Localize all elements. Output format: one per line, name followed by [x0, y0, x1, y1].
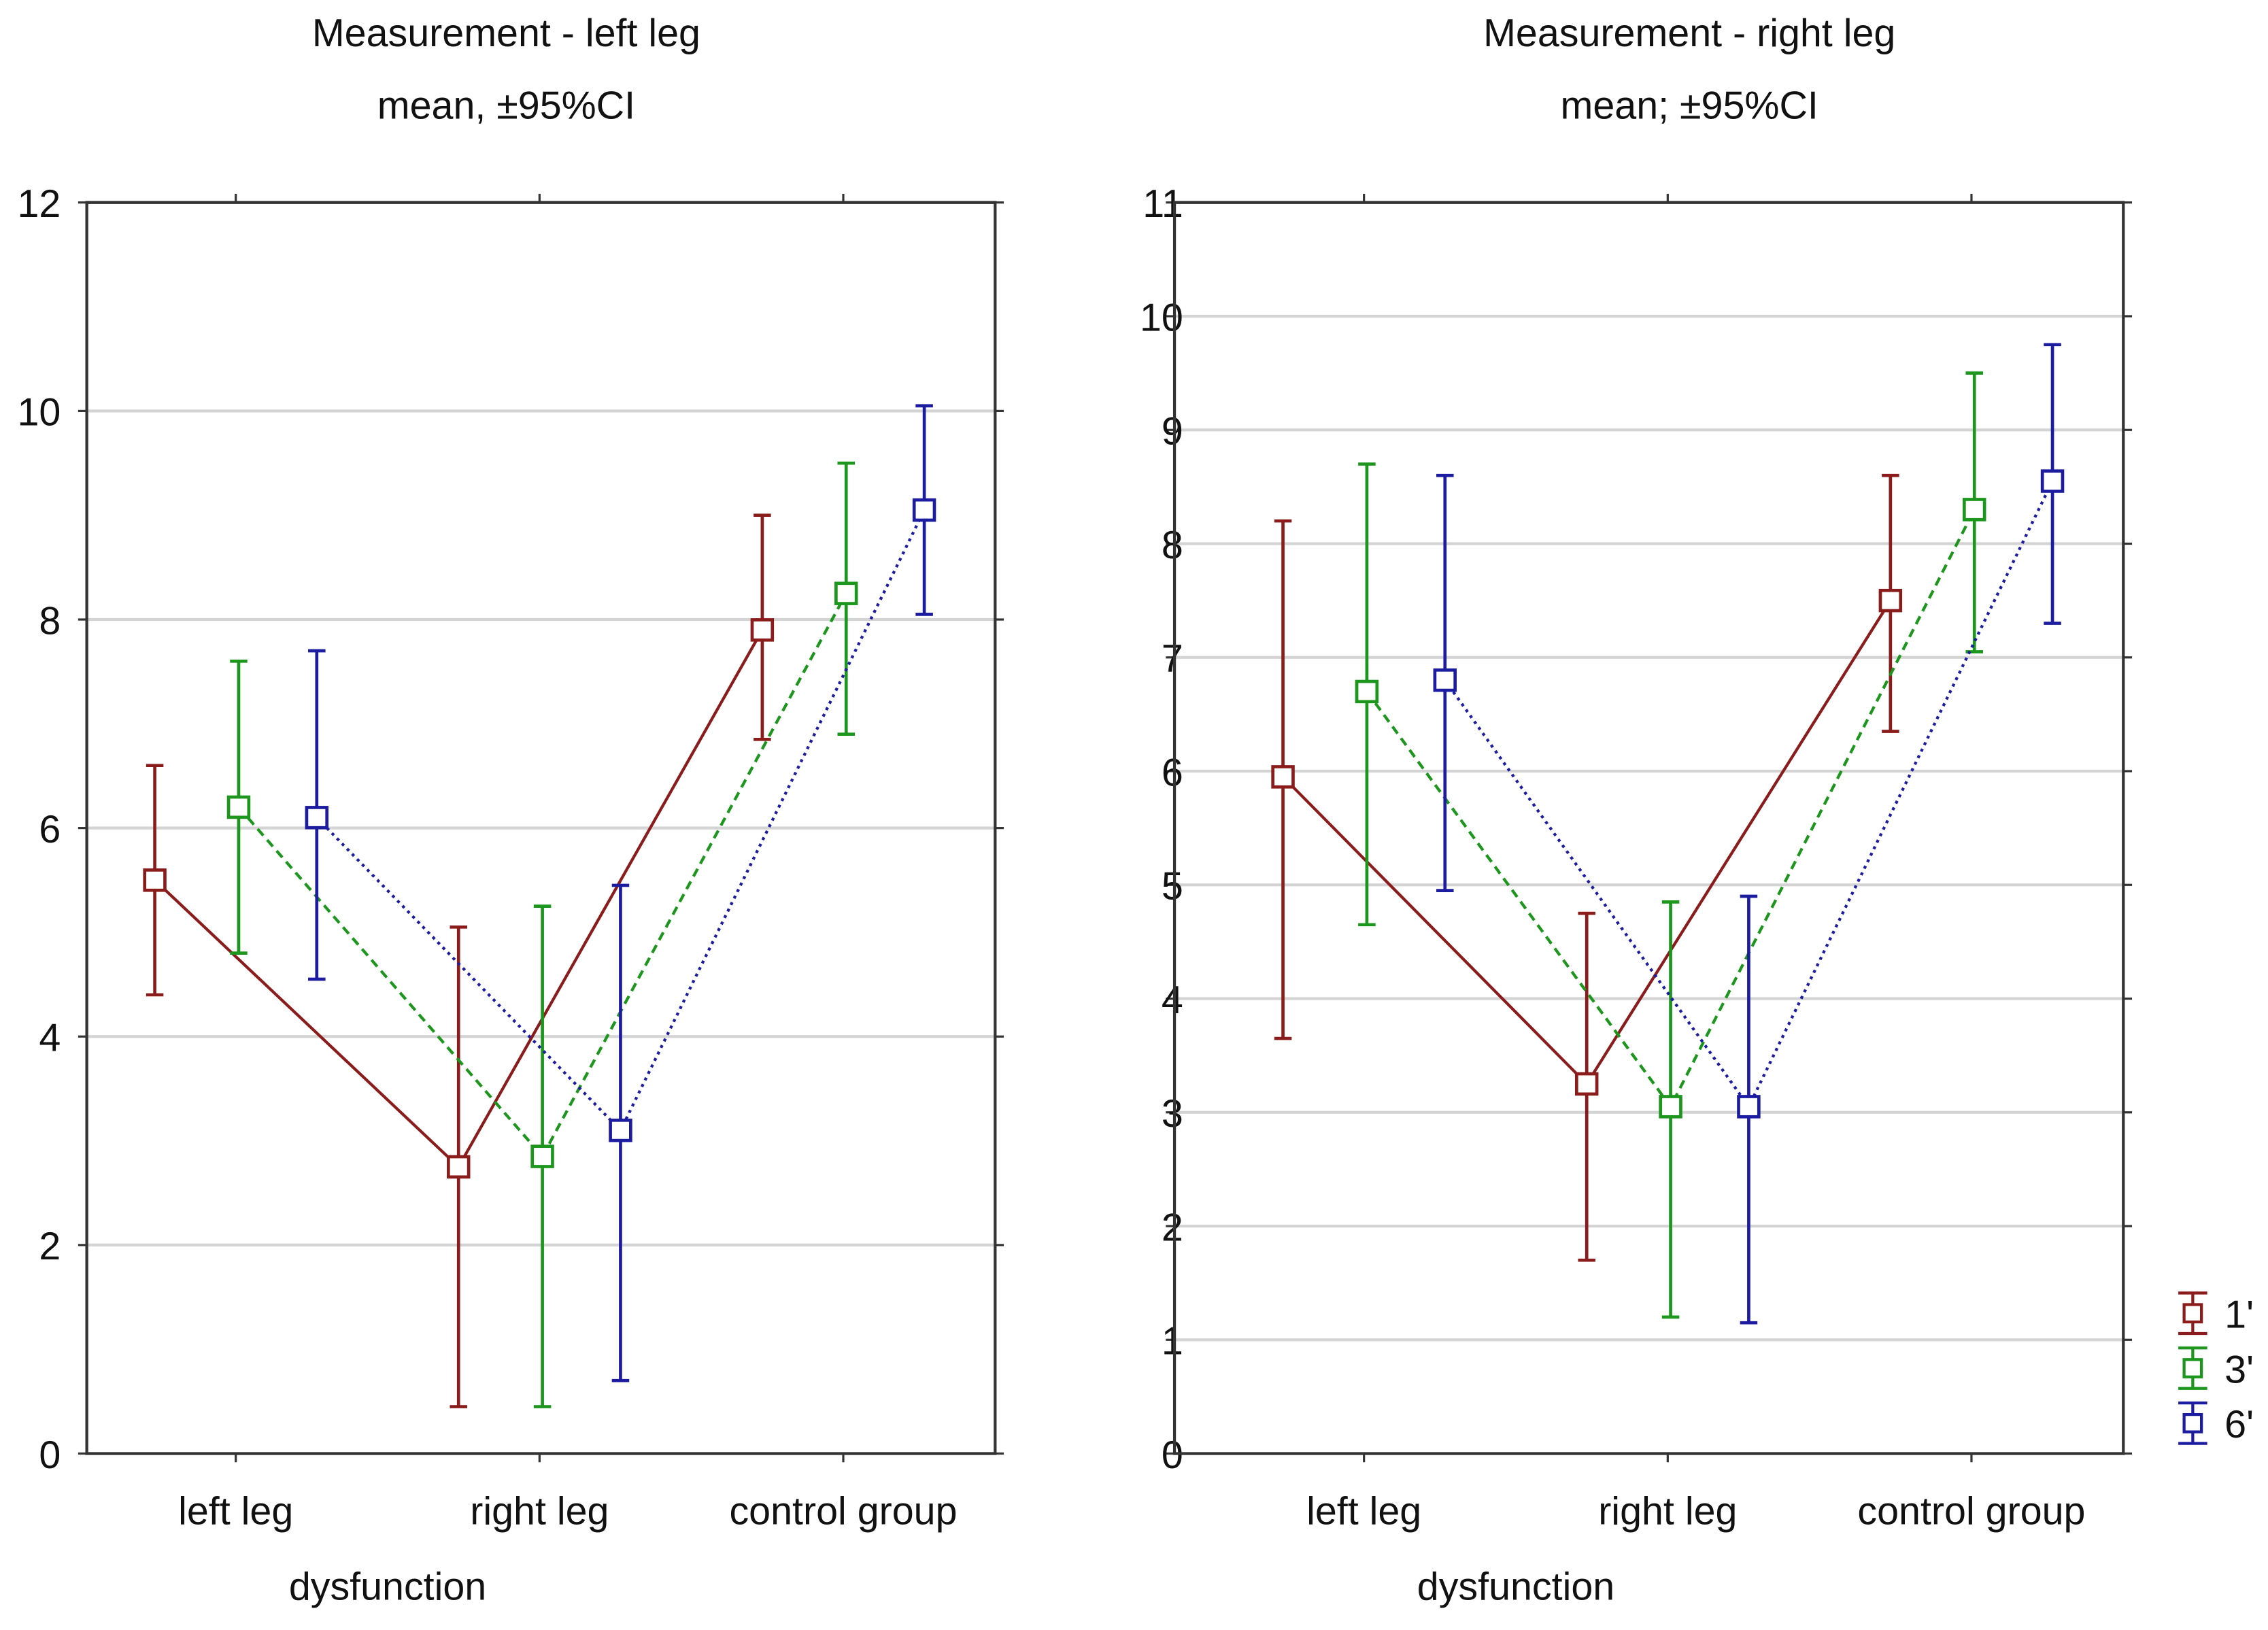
y-tick-label: 9: [1162, 410, 1183, 454]
series-2: [1433, 343, 2065, 1325]
data-point: [750, 618, 775, 642]
legend-label: 3': [2224, 1348, 2254, 1391]
plot-frame: [1172, 201, 2125, 1455]
y-tick-label: 8: [1162, 524, 1183, 567]
y-tick-label: 1: [1162, 1320, 1183, 1363]
legend-marker: [2182, 1303, 2203, 1324]
data-point: [2040, 469, 2065, 493]
y-tick-label: 4: [1162, 979, 1183, 1022]
y-tick-label: 5: [1162, 865, 1183, 909]
data-point: [1659, 1095, 1682, 1119]
data-point: [1574, 1072, 1599, 1096]
data-point: [1355, 679, 1379, 704]
y-tick-label: 2: [39, 1225, 61, 1268]
series-0: [1271, 473, 1903, 1262]
chart-panel-0: Measurement - left leg mean, ±95%CI 0 2 4 6 8 1…: [17, 12, 1004, 1608]
x-tick-label: right leg: [470, 1490, 609, 1533]
series-0: [143, 513, 775, 1408]
data-point: [912, 498, 936, 522]
y-tick-label: 0: [39, 1433, 61, 1477]
data-point: [447, 1155, 471, 1179]
x-tick-label: left leg: [178, 1490, 293, 1533]
plot-frame: [85, 201, 997, 1455]
y-tick-label: 8: [39, 599, 61, 643]
data-point: [1271, 765, 1295, 789]
chart-title: Measurement - left leg: [312, 12, 700, 55]
data-point: [530, 1144, 554, 1168]
x-axis-label: dysfunction: [1417, 1565, 1614, 1608]
series-line: [1444, 480, 2054, 1110]
x-tick-label: control group: [729, 1490, 957, 1533]
chart-subtitle: mean, ±95%CI: [377, 84, 635, 127]
series-1: [226, 461, 858, 1408]
data-point: [1433, 668, 1457, 692]
y-tick-label: 6: [1162, 751, 1183, 794]
data-point: [834, 581, 858, 605]
y-tick-label: 2: [1162, 1206, 1183, 1249]
series-2: [305, 404, 936, 1382]
y-tick-label: 11: [1143, 182, 1183, 226]
legend: 1' 3' 6': [2178, 1291, 2254, 1446]
legend-marker: [2182, 1412, 2203, 1433]
y-tick-label: 4: [39, 1017, 61, 1060]
x-tick-label: control group: [1857, 1490, 2085, 1533]
data-point: [305, 806, 329, 830]
legend-label: 1': [2224, 1293, 2254, 1336]
series-1: [1355, 371, 1986, 1319]
y-tick-label: 3: [1162, 1092, 1183, 1136]
chart-panel-1: Measurement - right leg mean; ±95%CI 0 1 2 3 4…: [1140, 12, 2254, 1608]
data-point: [1737, 1095, 1761, 1119]
data-point: [226, 795, 251, 819]
y-tick-label: 6: [39, 808, 61, 851]
data-point: [1962, 498, 1986, 522]
x-tick-label: left leg: [1306, 1490, 1421, 1533]
y-tick-label: 10: [1140, 296, 1183, 339]
x-tick-label: right leg: [1598, 1490, 1737, 1533]
data-point: [143, 868, 167, 892]
y-tick-label: 12: [17, 182, 61, 226]
y-tick-label: 10: [17, 391, 61, 435]
chart-title: Measurement - right leg: [1483, 12, 1895, 55]
y-tick-label: 7: [1162, 637, 1183, 681]
y-tick-label: 0: [1162, 1433, 1183, 1477]
data-point: [609, 1119, 632, 1142]
chart-subtitle: mean; ±95%CI: [1561, 84, 1818, 127]
legend-label: 6': [2224, 1403, 2254, 1446]
x-axis-label: dysfunction: [289, 1565, 486, 1608]
data-point: [1878, 588, 1903, 613]
legend-marker: [2182, 1358, 2203, 1378]
